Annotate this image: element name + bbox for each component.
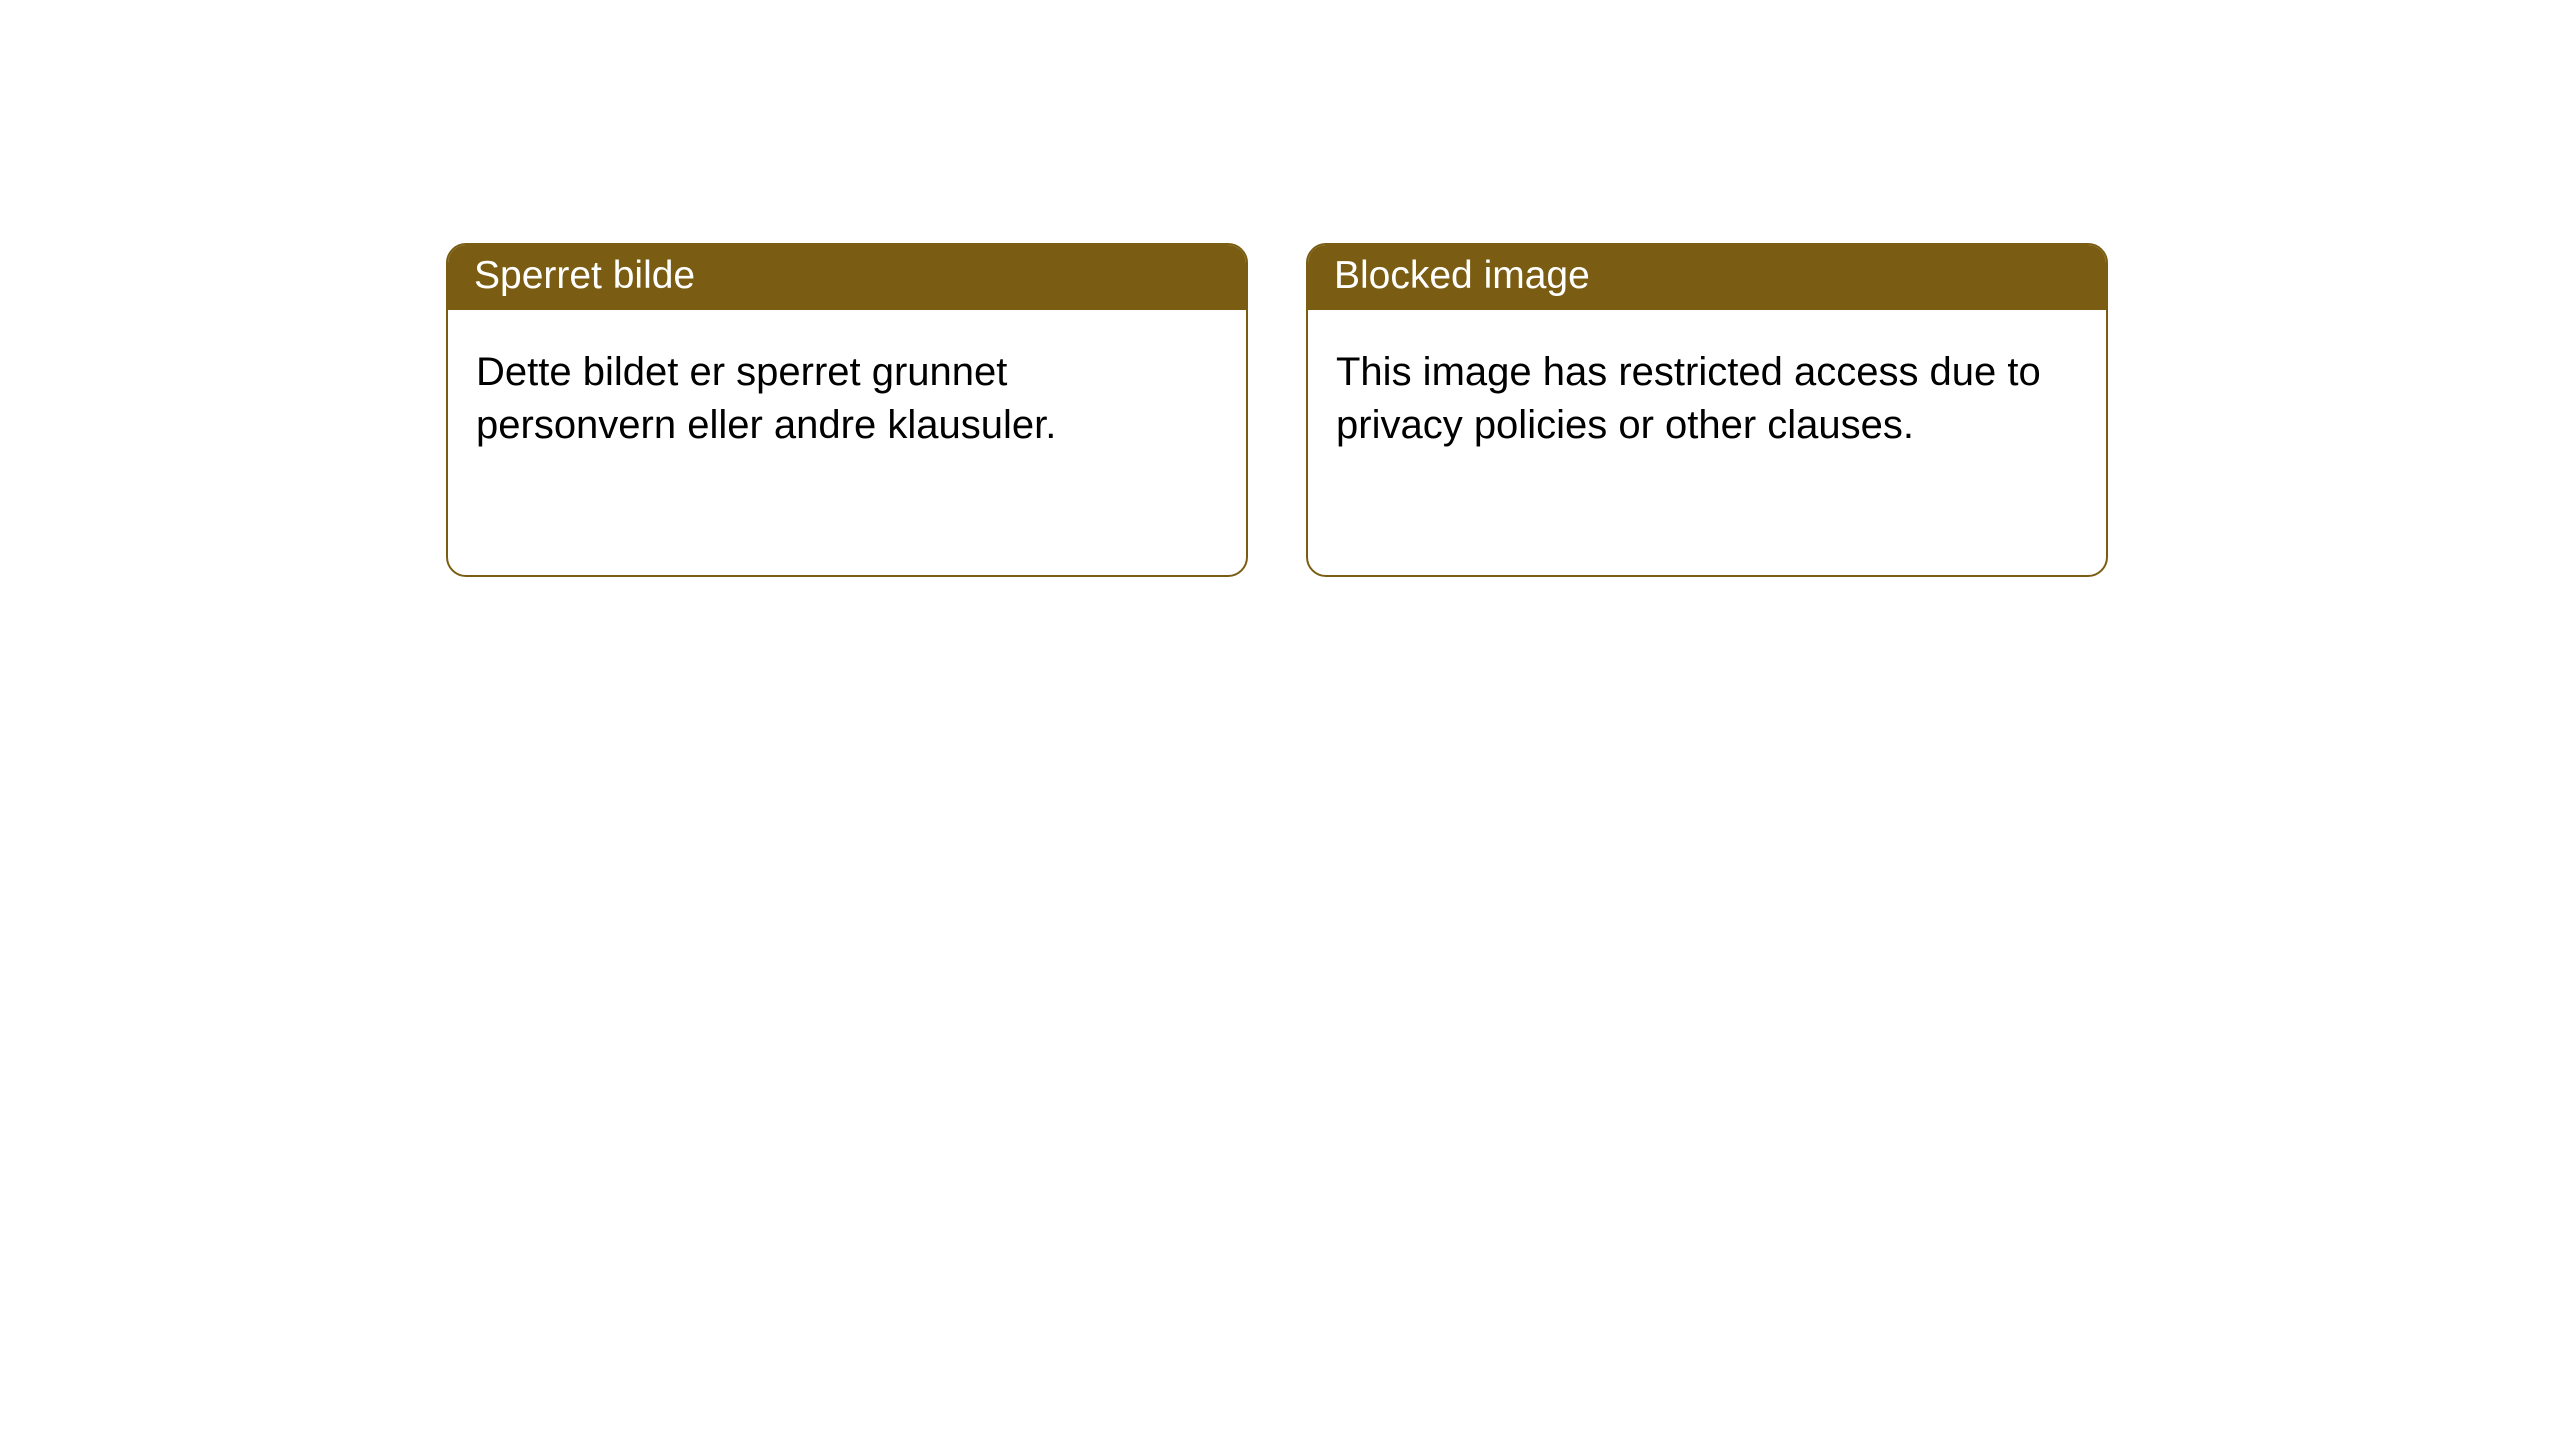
notice-card-english: Blocked image This image has restricted …: [1306, 243, 2108, 577]
notice-body-norwegian: Dette bildet er sperret grunnet personve…: [448, 310, 1246, 480]
notice-body-english: This image has restricted access due to …: [1308, 310, 2106, 480]
notice-header-english: Blocked image: [1308, 245, 2106, 310]
notice-header-norwegian: Sperret bilde: [448, 245, 1246, 310]
notice-container: Sperret bilde Dette bildet er sperret gr…: [0, 0, 2560, 577]
notice-card-norwegian: Sperret bilde Dette bildet er sperret gr…: [446, 243, 1248, 577]
